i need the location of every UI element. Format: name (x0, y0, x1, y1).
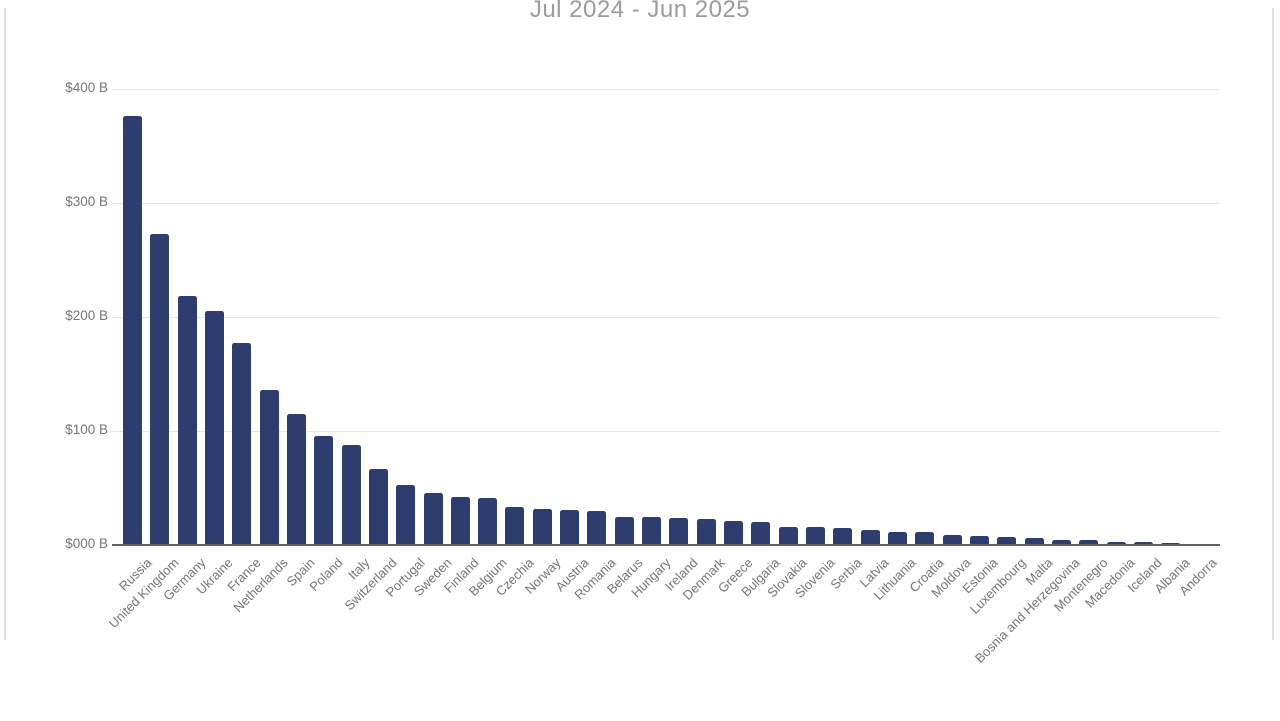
y-axis-tick-label: $000 B (65, 536, 108, 551)
bar-ireland[interactable] (669, 518, 689, 545)
bar-montenegro[interactable] (1079, 540, 1099, 545)
x-axis-baseline (112, 544, 1220, 546)
bar-belarus[interactable] (614, 517, 634, 545)
bar-denmark[interactable] (696, 519, 716, 545)
bar-france[interactable] (232, 343, 252, 545)
bar-moldova[interactable] (942, 535, 962, 545)
card-border-right (1272, 8, 1274, 640)
bar-ukraine[interactable] (204, 311, 224, 545)
bar-spain[interactable] (286, 414, 306, 545)
y-axis-tick-label: $100 B (65, 422, 108, 437)
bar-bulgaria[interactable] (751, 522, 771, 545)
bar-romania[interactable] (587, 511, 607, 545)
bar-macedonia[interactable] (1106, 542, 1126, 545)
bar-slovenia[interactable] (806, 527, 825, 545)
bar-lithuania[interactable] (887, 532, 907, 545)
bar-switzerland[interactable] (368, 469, 388, 545)
gridline (112, 430, 1220, 432)
bar-united-kingdom[interactable] (150, 234, 170, 545)
chart-card: Jul 2024 - Jun 2025 $400 B $300 B $200 B $1… (4, 0, 1274, 666)
card-border-left (4, 8, 6, 640)
y-axis-tick-label: $400 B (65, 80, 108, 95)
bar-netherlands[interactable] (259, 390, 279, 545)
bar-iceland[interactable] (1133, 542, 1153, 545)
bar-finland[interactable] (450, 497, 470, 545)
bar-hungary[interactable] (642, 517, 662, 545)
chart-subtitle: Jul 2024 - Jun 2025 (529, 0, 751, 23)
bar-bosnia-and-herzegovina[interactable] (1051, 540, 1071, 545)
bar-slovakia[interactable] (778, 527, 798, 545)
bar-croatia[interactable] (915, 532, 935, 545)
bar-belgium[interactable] (478, 498, 498, 545)
bar-czechia[interactable] (505, 507, 525, 545)
bar-poland[interactable] (314, 436, 334, 545)
bar-italy[interactable] (341, 445, 361, 545)
y-axis-tick-label: $200 B (65, 308, 108, 323)
bar-norway[interactable] (532, 509, 552, 545)
bar-luxembourg[interactable] (997, 537, 1017, 545)
gridline (112, 202, 1220, 204)
bar-germany[interactable] (177, 296, 197, 545)
bar-sweden[interactable] (423, 493, 443, 545)
bar-malta[interactable] (1024, 538, 1044, 545)
bar-portugal[interactable] (396, 485, 416, 545)
bar-russia[interactable] (123, 116, 142, 545)
bar-serbia[interactable] (833, 528, 853, 545)
gridline (112, 316, 1220, 318)
y-axis-tick-label: $300 B (65, 194, 108, 209)
plot-area (112, 88, 1220, 546)
bar-greece[interactable] (724, 521, 744, 545)
bar-latvia[interactable] (860, 530, 880, 545)
bar-austria[interactable] (560, 510, 580, 545)
gridline (112, 88, 1220, 90)
bar-estonia[interactable] (969, 536, 989, 545)
